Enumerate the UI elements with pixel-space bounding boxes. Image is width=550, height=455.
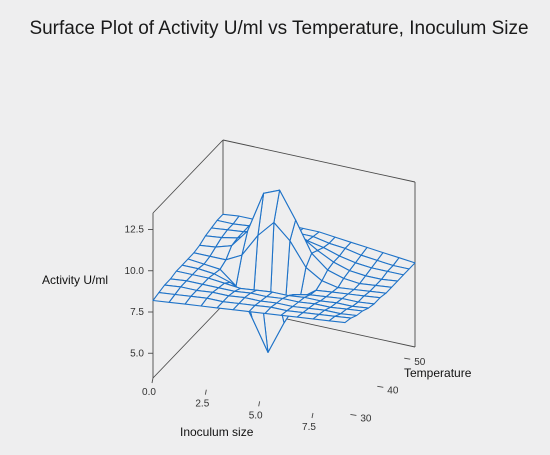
x-tick [311,412,314,419]
z-axis-title: Activity U/ml [42,273,108,287]
x-tick-label: 0.0 [142,387,156,398]
axis-ticks: 5.0 7.5 10.0 12.5 0.0 2.5 5.0 7.5 30 40 50 [125,225,426,434]
y-tick-label: 40 [387,385,399,396]
z-tick-label: 12.5 [125,225,145,236]
y-tick [377,385,384,388]
box-edge [222,139,416,183]
z-tick-label: 7.5 [130,307,144,318]
y-axis-title: Temperature [404,366,472,380]
y-tick-label: 50 [414,357,426,368]
x-tick [151,377,154,384]
y-tick [404,357,411,360]
x-tick-label: 7.5 [302,422,316,433]
y-tick-label: 30 [360,413,372,424]
z-tick-label: 10.0 [125,266,145,277]
x-tick [258,401,261,407]
surface-mesh [152,189,416,353]
x-tick-label: 5.0 [249,410,263,421]
chart-title: Surface Plot of Activity U/ml vs Tempera… [29,18,528,39]
y-tick [350,413,357,416]
box-edge [152,304,224,379]
x-tick [204,389,207,395]
z-tick-label: 5.0 [130,348,144,359]
x-axis-title: Inoculum size [180,425,254,439]
x-tick-label: 2.5 [195,399,209,410]
box-edge [152,139,224,214]
mesh-cell [152,292,176,303]
